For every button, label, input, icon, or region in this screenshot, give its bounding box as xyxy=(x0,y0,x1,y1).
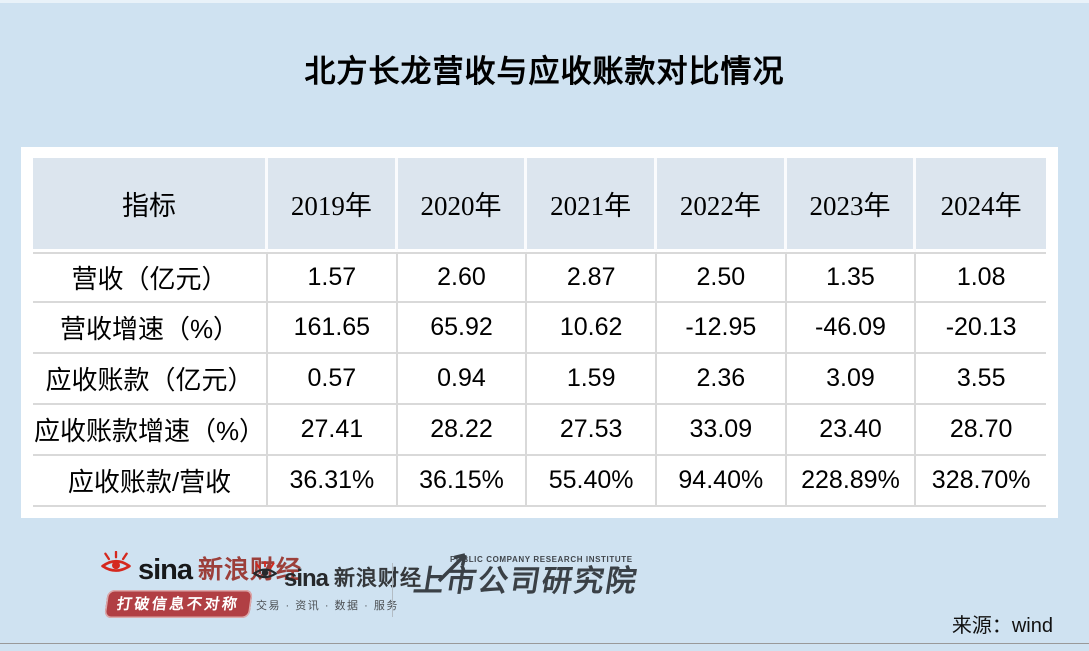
table-row: 营收（亿元） 1.57 2.60 2.87 2.50 1.35 1.08 xyxy=(33,252,1046,303)
row-label: 应收账款/营收 xyxy=(33,456,269,507)
institute-name-zh: 上市公司研究院 xyxy=(411,565,641,598)
sina-brand-text: 新浪财经 xyxy=(198,556,303,584)
sina-eye-icon xyxy=(100,550,132,580)
value-cell: 2.36 xyxy=(656,354,787,405)
up-arrow-icon xyxy=(432,548,474,591)
sina-services-tagline: 交易 · 资讯 · 数据 · 服务 xyxy=(256,600,399,612)
data-table: 指标 2019年 2020年 2021年 2022年 2023年 2024年 营收（亿元） 1… xyxy=(33,158,1046,507)
header-cell-year: 2019年 xyxy=(268,158,398,252)
header-cell-year: 2020年 xyxy=(397,158,528,252)
value-cell: 228.89% xyxy=(786,456,917,507)
value-cell: 3.09 xyxy=(786,354,917,405)
logo-divider xyxy=(392,563,393,617)
table-row: 营收增速（%） 161.65 65.92 10.62 -12.95 -46.09 -20.1… xyxy=(33,303,1046,354)
value-cell: 36.31% xyxy=(268,456,398,507)
header-cell-year: 2021年 xyxy=(527,158,657,252)
sina-brand-text: 新浪财经 xyxy=(334,567,423,590)
sina-wordmark: sina xyxy=(138,554,193,586)
institute-name-en: PUBLIC COMPANY RESEARCH INSTITUTE xyxy=(450,555,633,564)
sina-finance-logo-primary: sina 新浪财经 打破信息不对称 xyxy=(100,550,303,618)
header-cell-year: 2023年 xyxy=(786,158,917,252)
value-cell: 28.22 xyxy=(397,405,528,456)
value-cell: 55.40% xyxy=(527,456,657,507)
row-label: 营收增速（%） xyxy=(33,303,269,354)
value-cell: 0.94 xyxy=(397,354,528,405)
row-label: 营收（亿元） xyxy=(33,252,269,303)
value-cell: 33.09 xyxy=(656,405,787,456)
sina-wordmark: sina xyxy=(284,564,329,592)
value-cell: 2.87 xyxy=(527,252,657,303)
value-cell: 36.15% xyxy=(397,456,528,507)
value-cell: -12.95 xyxy=(656,303,787,354)
value-cell: 1.08 xyxy=(916,252,1046,303)
table-body: 营收（亿元） 1.57 2.60 2.87 2.50 1.35 1.08 营收增速（%） 161… xyxy=(33,252,1046,507)
value-cell: 328.70% xyxy=(916,456,1046,507)
page-title: 北方长龙营收与应收账款对比情况 xyxy=(304,54,785,89)
value-cell: 94.40% xyxy=(656,456,787,507)
header-cell-year: 2024年 xyxy=(916,158,1046,252)
value-cell: 2.50 xyxy=(656,252,787,303)
value-cell: 27.53 xyxy=(527,405,657,456)
value-cell: 1.35 xyxy=(786,252,917,303)
sina-slogan-banner: 打破信息不对称 xyxy=(104,590,253,618)
row-label: 应收账款（亿元） xyxy=(33,354,269,405)
table-header-row: 指标 2019年 2020年 2021年 2022年 2023年 2024年 xyxy=(33,158,1046,252)
value-cell: -20.13 xyxy=(916,303,1046,354)
value-cell: 3.55 xyxy=(916,354,1046,405)
header-cell-year: 2022年 xyxy=(656,158,787,252)
value-cell: -46.09 xyxy=(786,303,917,354)
value-cell: 23.40 xyxy=(786,405,917,456)
value-cell: 1.59 xyxy=(527,354,657,405)
value-cell: 28.70 xyxy=(916,405,1046,456)
table-row: 应收账款增速（%） 27.41 28.22 27.53 33.09 23.40 28.70 xyxy=(33,405,1046,456)
value-cell: 0.57 xyxy=(268,354,398,405)
value-cell: 161.65 xyxy=(268,303,398,354)
value-cell: 1.57 xyxy=(268,252,398,303)
value-cell: 10.62 xyxy=(527,303,657,354)
header-cell-indicator: 指标 xyxy=(33,158,269,252)
table-panel: 指标 2019年 2020年 2021年 2022年 2023年 2024年 营收（亿元） 1… xyxy=(21,147,1058,518)
value-cell: 2.60 xyxy=(397,252,528,303)
sina-finance-logo-secondary: sina 新浪财经 交易 · 资讯 · 数据 · 服务 xyxy=(252,561,423,613)
institute-logo: PUBLIC COMPANY RESEARCH INSTITUTE 上市公司研究… xyxy=(404,553,641,598)
table-row: 应收账款（亿元） 0.57 0.94 1.59 2.36 3.09 3.55 xyxy=(33,354,1046,405)
table-row: 应收账款/营收 36.31% 36.15% 55.40% 94.40% 228.89% 32… xyxy=(33,456,1046,507)
bottom-divider xyxy=(0,643,1089,644)
sina-eye-icon xyxy=(252,561,278,586)
value-cell: 65.92 xyxy=(397,303,528,354)
row-label: 应收账款增速（%） xyxy=(33,405,269,456)
source-label: 来源：wind xyxy=(951,615,1053,637)
value-cell: 27.41 xyxy=(268,405,398,456)
